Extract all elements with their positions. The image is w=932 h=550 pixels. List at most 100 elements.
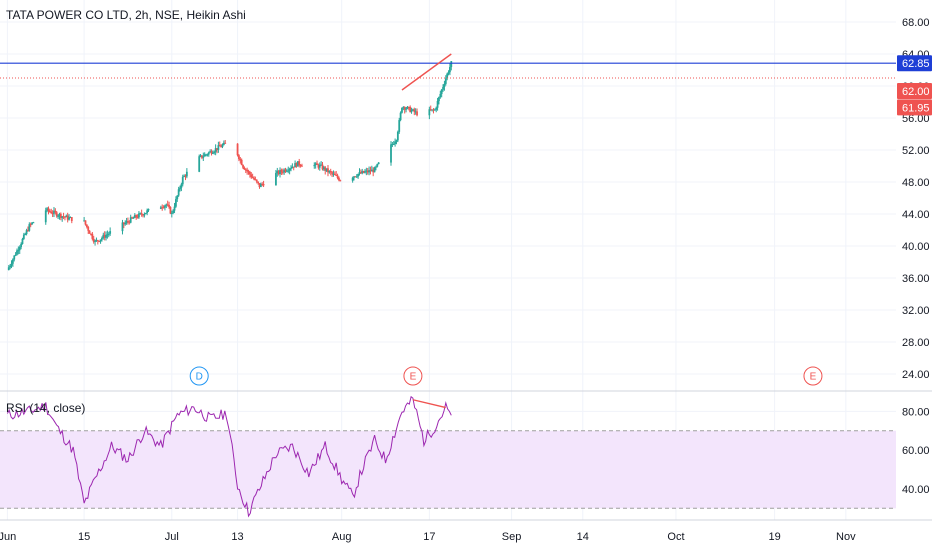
candle-body (105, 235, 107, 238)
rsi-y-tick-label: 80.00 (902, 406, 930, 418)
candle-body (27, 230, 29, 232)
candle-body (21, 238, 24, 244)
candle-body (46, 208, 49, 211)
candle-body (94, 240, 96, 242)
candle-body (276, 171, 279, 174)
candle-body (121, 222, 124, 232)
event-marker[interactable]: D (189, 366, 209, 386)
candle-body (173, 206, 176, 211)
candle-body (7, 267, 10, 270)
rsi-band (0, 430, 896, 509)
candle-body (222, 142, 225, 145)
candle-body (218, 145, 221, 147)
candle-body (103, 234, 106, 238)
candle-body (22, 234, 25, 239)
candle-body (212, 152, 214, 154)
price-y-tick-label: 36.00 (902, 273, 930, 285)
candle-body (325, 168, 328, 171)
candle-body (177, 189, 180, 196)
candle-body (429, 109, 432, 111)
candle-body (285, 170, 288, 172)
candle-body (198, 156, 201, 172)
candle-body (401, 107, 403, 113)
candle-body (139, 213, 142, 215)
price-level-label: 62.00 (902, 86, 930, 98)
candle-body (224, 142, 227, 144)
candle-body (399, 112, 402, 121)
candle-body (394, 141, 397, 144)
candle-body (376, 163, 379, 167)
candle-body (142, 214, 144, 216)
candle-body (166, 204, 169, 206)
candle-body (90, 233, 92, 235)
candle-body (170, 212, 173, 214)
candle-body (125, 221, 128, 223)
candle-body (144, 212, 147, 214)
candle-body (339, 180, 342, 182)
candle-body (335, 175, 338, 177)
candle-body (25, 230, 28, 235)
candle-body (301, 165, 303, 167)
candle-body (361, 171, 364, 174)
price-y-tick-label: 52.00 (902, 145, 930, 157)
candle-body (16, 250, 18, 255)
event-marker[interactable]: E (403, 366, 423, 386)
candle-body (54, 210, 57, 213)
rsi-trendline[interactable] (412, 399, 446, 409)
candle-body (359, 172, 362, 174)
candle-body (407, 106, 410, 108)
candle-body (247, 171, 250, 173)
candle-body (324, 167, 327, 171)
candle-body (13, 255, 16, 260)
candle-body (179, 187, 181, 190)
candle-body (146, 210, 149, 213)
candle-body (322, 167, 325, 170)
candle-body (447, 72, 450, 74)
candle-body (53, 210, 55, 214)
candle-body (165, 204, 168, 206)
price-level-badge: 62.85 (897, 55, 932, 72)
candle-body (277, 171, 280, 175)
candle-body (450, 61, 453, 68)
candle-body (358, 172, 361, 174)
candle-body (257, 181, 260, 184)
candle-body (24, 234, 27, 236)
candle-body (317, 164, 320, 168)
candle-body (133, 215, 136, 218)
candle-body (143, 213, 146, 216)
candle-body (109, 231, 112, 234)
candle-body (14, 254, 17, 256)
candle-body (69, 217, 72, 219)
candle-body (106, 234, 109, 236)
candle-body (168, 204, 170, 208)
price-trendline[interactable] (401, 53, 452, 91)
candle-body (131, 217, 133, 219)
x-tick-label: 19 (768, 531, 780, 543)
price-y-tick-label: 68.00 (902, 17, 930, 29)
candle-body (101, 237, 103, 240)
x-tick-label: Jun (0, 531, 16, 543)
candle-body (314, 163, 317, 166)
candle-body (262, 184, 265, 186)
candle-body (140, 213, 143, 215)
candle-body (161, 207, 164, 209)
candle-body (91, 233, 94, 239)
rsi-pane[interactable] (0, 395, 896, 518)
candle-body (107, 233, 110, 235)
candle-body (255, 179, 258, 182)
candle-body (402, 107, 405, 109)
candle-body (239, 159, 242, 161)
x-tick-label: Oct (667, 531, 684, 543)
candle-body (236, 143, 239, 156)
x-tick-label: Jul (165, 531, 179, 543)
candle-body (88, 230, 91, 234)
candle-body (373, 167, 376, 173)
candle-body (316, 163, 318, 165)
candle-body (159, 207, 162, 209)
candle-body (202, 156, 205, 158)
candle-body (102, 234, 105, 238)
event-marker[interactable]: E (803, 366, 823, 386)
candle-body (244, 169, 247, 171)
